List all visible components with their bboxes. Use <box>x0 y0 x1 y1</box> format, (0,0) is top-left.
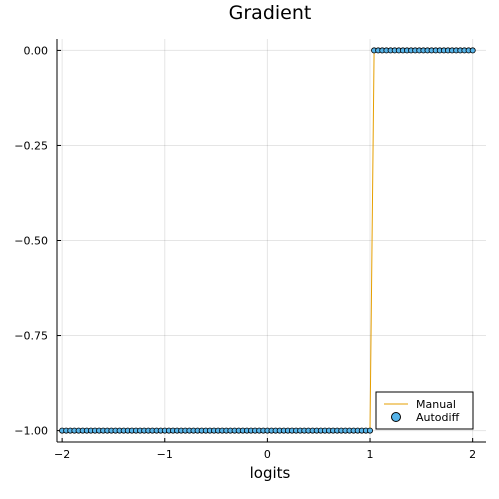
chart-title: Gradient <box>229 2 312 24</box>
y-tick-label: 0.00 <box>24 44 49 57</box>
x-tick-label: −1 <box>157 448 173 461</box>
data-point <box>469 47 476 54</box>
grid <box>57 39 486 442</box>
legend-label-manual: Manual <box>416 398 456 411</box>
legend-box <box>375 391 474 430</box>
y-tick-label: −0.50 <box>14 235 48 248</box>
x-tick-label: 0 <box>264 448 271 461</box>
x-tick-label: −2 <box>54 448 70 461</box>
legend-label-autodiff: Autodiff <box>416 411 460 424</box>
y-tick-label: −1.00 <box>14 425 48 438</box>
axes <box>56 39 486 443</box>
plot-series <box>59 47 476 434</box>
x-tick-label: 1 <box>367 448 374 461</box>
y-tick-label: −0.25 <box>14 139 48 152</box>
x-axis-label: logits <box>250 464 291 482</box>
data-point <box>366 427 373 434</box>
y-tick-label: −0.75 <box>14 330 48 343</box>
legend-swatch-autodiff <box>391 412 401 422</box>
tick-labels: −2 −1 0 1 2 0.00 −0.25 −0.50 −0.75 −1.00 <box>14 44 476 461</box>
x-tick-label: 2 <box>469 448 476 461</box>
